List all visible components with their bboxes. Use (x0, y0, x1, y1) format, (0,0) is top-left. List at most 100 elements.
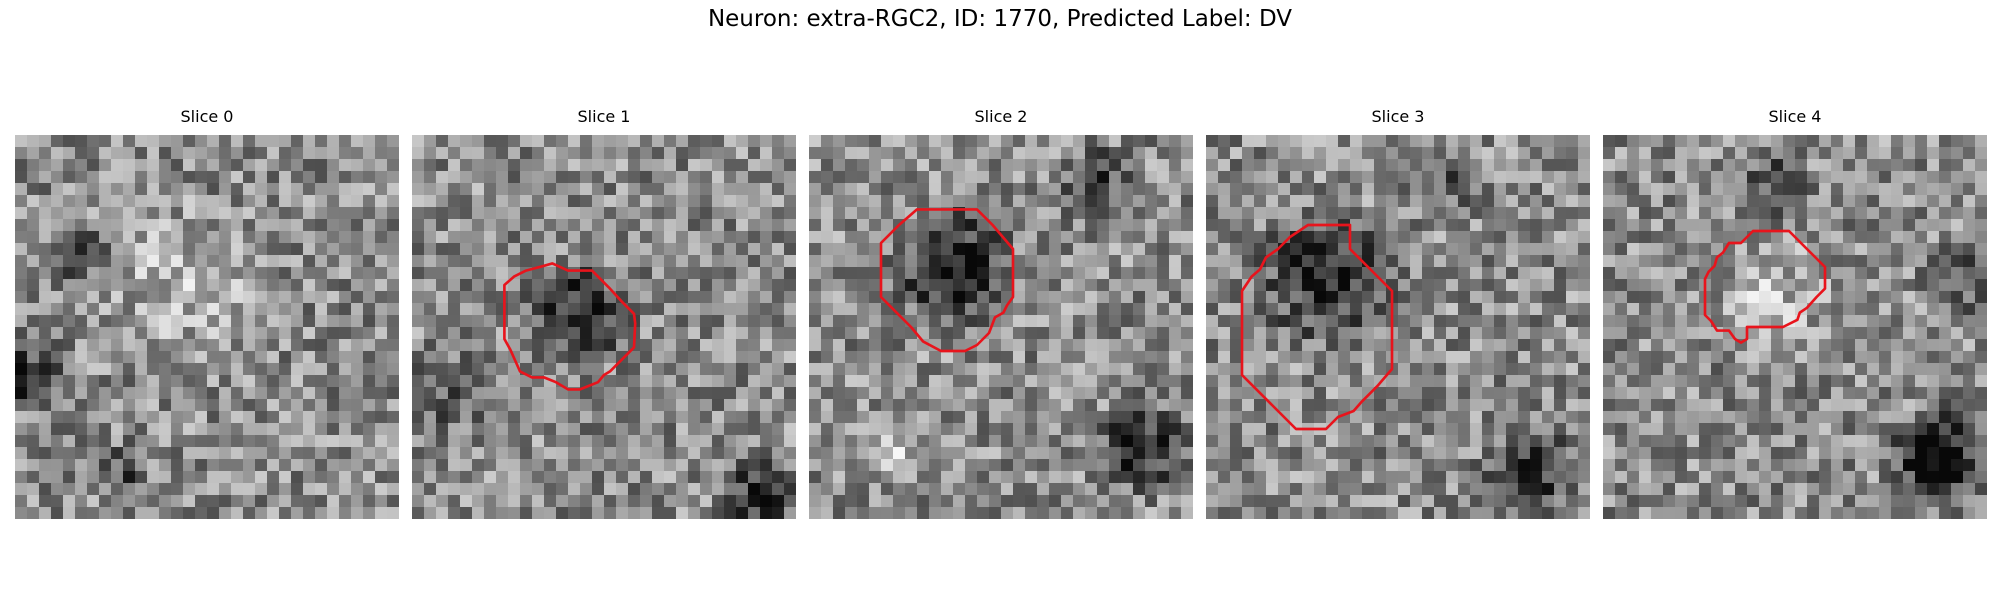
pixel-cell (1639, 399, 1652, 412)
pixel-cell (351, 135, 364, 148)
pixel-cell (231, 339, 244, 352)
pixel-cell (1133, 183, 1146, 196)
pixel-cell (556, 423, 569, 436)
pixel-cell (1109, 507, 1122, 519)
pixel-cell (1326, 315, 1339, 328)
pixel-cell (664, 315, 677, 328)
pixel-cell (568, 255, 581, 268)
pixel-cell (243, 507, 256, 519)
pixel-cell (171, 207, 184, 220)
pixel-cell (1915, 135, 1928, 148)
pixel-cell (460, 231, 473, 244)
pixel-cell (496, 159, 509, 172)
pixel-cell (315, 351, 328, 364)
pixel-cell (303, 507, 316, 519)
pixel-cell (1362, 339, 1375, 352)
pixel-cell (1350, 387, 1363, 400)
pixel-cell (99, 171, 112, 184)
pixel-cell (556, 399, 569, 412)
pixel-cell (845, 363, 858, 376)
pixel-cell (1759, 339, 1772, 352)
pixel-cell (1338, 495, 1351, 508)
pixel-cell (592, 219, 605, 232)
pixel-cell (1831, 339, 1844, 352)
pixel-cell (195, 411, 208, 424)
pixel-cell (760, 447, 773, 460)
pixel-cell (748, 159, 761, 172)
pixel-cell (303, 459, 316, 472)
pixel-cell (171, 507, 184, 519)
pixel-cell (604, 303, 617, 316)
pixel-cell (833, 171, 846, 184)
pixel-cell (1494, 135, 1507, 148)
pixel-cell (1759, 183, 1772, 196)
pixel-cell (207, 267, 220, 280)
pixel-cell (688, 195, 701, 208)
pixel-cell (1097, 423, 1110, 436)
pixel-cell (1771, 387, 1784, 400)
pixel-cell (231, 279, 244, 292)
pixel-cell (1566, 255, 1579, 268)
pixel-cell (267, 195, 280, 208)
pixel-cell (1723, 255, 1736, 268)
slice-image-svg (1206, 135, 1590, 519)
pixel-cell (628, 363, 641, 376)
pixel-cell (520, 243, 533, 256)
pixel-cell (255, 507, 268, 519)
pixel-cell (556, 351, 569, 364)
pixel-cell (1771, 327, 1784, 340)
pixel-cell (616, 183, 629, 196)
pixel-cell (652, 363, 665, 376)
pixel-cell (688, 339, 701, 352)
pixel-cell (1747, 363, 1760, 376)
pixel-cell (351, 471, 364, 484)
pixel-cell (652, 303, 665, 316)
pixel-cell (1663, 231, 1676, 244)
pixel-cell (1410, 447, 1423, 460)
pixel-cell (135, 135, 148, 148)
pixel-cell (1410, 207, 1423, 220)
pixel-cell (135, 495, 148, 508)
pixel-cell (568, 375, 581, 388)
pixel-cell (508, 255, 521, 268)
pixel-cell (1302, 291, 1315, 304)
pixel-cell (1470, 447, 1483, 460)
pixel-cell (1398, 219, 1411, 232)
pixel-cell (1627, 219, 1640, 232)
pixel-cell (941, 327, 954, 340)
pixel-cell (724, 303, 737, 316)
pixel-cell (532, 411, 545, 424)
pixel-cell (243, 399, 256, 412)
pixel-cell (833, 291, 846, 304)
pixel-cell (1073, 267, 1086, 280)
pixel-cell (736, 267, 749, 280)
pixel-cell (1314, 207, 1327, 220)
pixel-cell (424, 171, 437, 184)
pixel-cell (1663, 159, 1676, 172)
pixel-cell (339, 459, 352, 472)
pixel-cell (460, 411, 473, 424)
pixel-cell (1290, 171, 1303, 184)
pixel-cell (1001, 363, 1014, 376)
pixel-cell (363, 231, 376, 244)
pixel-cell (1554, 195, 1567, 208)
pixel-cell (712, 303, 725, 316)
pixel-cell (1013, 243, 1026, 256)
pixel-cell (1879, 159, 1892, 172)
pixel-cell (1157, 459, 1170, 472)
pixel-cell (1169, 243, 1182, 256)
pixel-cell (1723, 219, 1736, 232)
pixel-cell (1302, 279, 1315, 292)
pixel-cell (496, 363, 509, 376)
pixel-cell (688, 279, 701, 292)
pixel-cell (784, 351, 796, 364)
pixel-cell (1374, 351, 1387, 364)
pixel-cell (833, 435, 846, 448)
pixel-cell (628, 195, 641, 208)
pixel-cell (1362, 171, 1375, 184)
pixel-cell (1133, 327, 1146, 340)
pixel-cell (1362, 207, 1375, 220)
pixel-cell (917, 447, 930, 460)
pixel-cell (1398, 255, 1411, 268)
pixel-cell (195, 291, 208, 304)
